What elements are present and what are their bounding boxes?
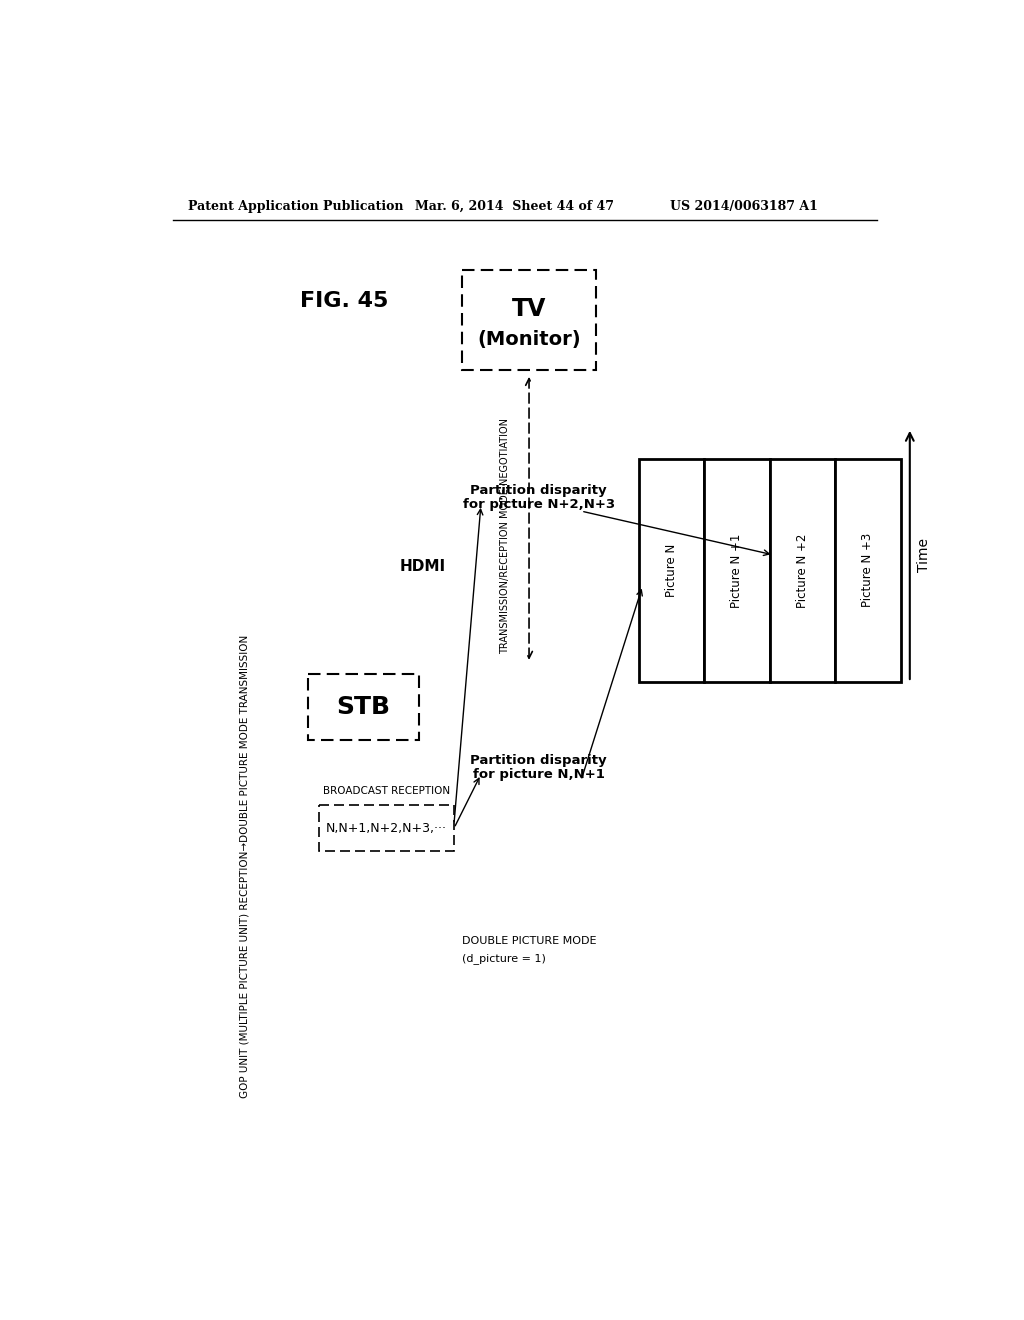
Bar [770,459,836,682]
Bar [319,805,454,851]
Bar [836,459,900,682]
Text: US 2014/0063187 A1: US 2014/0063187 A1 [670,199,817,213]
Text: (Monitor): (Monitor) [477,330,581,348]
Text: Mar. 6, 2014  Sheet 44 of 47: Mar. 6, 2014 Sheet 44 of 47 [416,199,614,213]
Text: Partition disparity: Partition disparity [470,484,607,498]
Text: (d_picture = 1): (d_picture = 1) [462,953,546,964]
Text: Picture N +1: Picture N +1 [730,533,743,607]
Text: Time: Time [916,539,931,572]
Text: Picture N: Picture N [665,544,678,597]
Bar [639,459,705,682]
Bar [307,675,419,739]
Text: for picture N+2,N+3: for picture N+2,N+3 [463,498,614,511]
Text: N,N+1,N+2,N+3,···: N,N+1,N+2,N+3,··· [326,822,447,834]
Text: HDMI: HDMI [400,558,446,574]
Text: Partition disparity: Partition disparity [470,754,607,767]
Text: Picture N +2: Picture N +2 [796,533,809,607]
Text: TV: TV [512,297,546,321]
Text: DOUBLE PICTURE MODE: DOUBLE PICTURE MODE [462,936,596,946]
Bar [705,459,770,682]
Text: GOP UNIT (MULTIPLE PICTURE UNIT) RECEPTION→DOUBLE PICTURE MODE TRANSMISSION: GOP UNIT (MULTIPLE PICTURE UNIT) RECEPTI… [240,635,250,1098]
Bar [462,271,596,370]
Text: BROADCAST RECEPTION: BROADCAST RECEPTION [323,785,451,796]
Text: FIG. 45: FIG. 45 [300,290,388,310]
Text: TRANSMISSION/RECEPTION MODE NEGOTIATION: TRANSMISSION/RECEPTION MODE NEGOTIATION [500,417,510,653]
Text: STB: STB [337,696,390,719]
Text: Patent Application Publication: Patent Application Publication [188,199,403,213]
Text: for picture N,N+1: for picture N,N+1 [473,767,604,780]
Text: Picture N +3: Picture N +3 [861,533,874,607]
